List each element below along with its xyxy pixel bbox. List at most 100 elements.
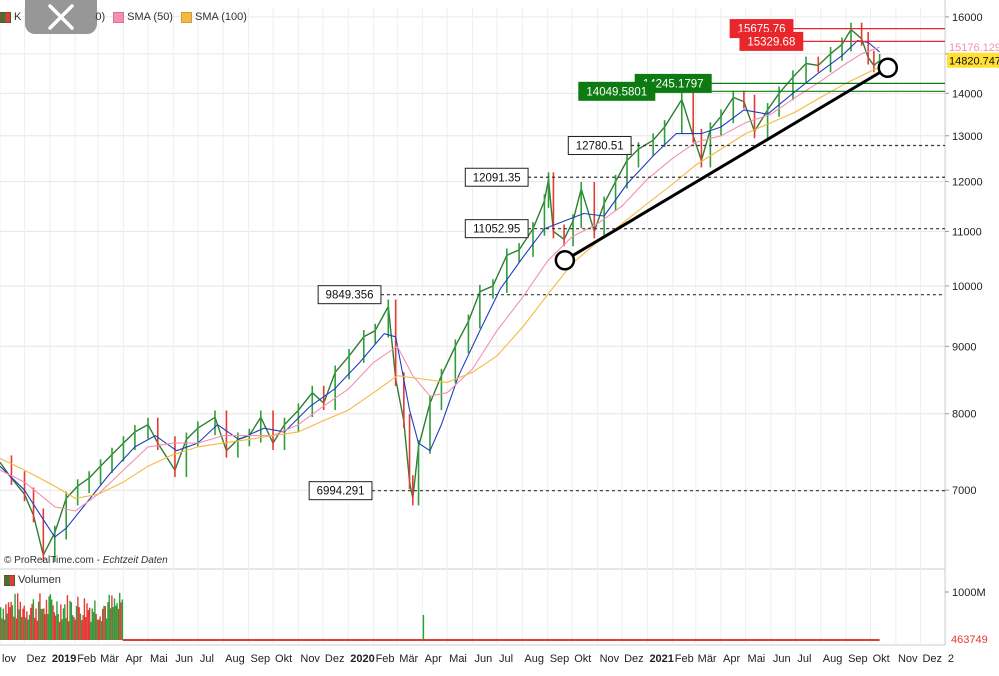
- volume-bar: [15, 618, 18, 640]
- level-label-box: [578, 81, 656, 101]
- volume-bar: [19, 601, 22, 640]
- volume-bar: [120, 602, 122, 640]
- copyright-text: © ProRealTime.com: [4, 555, 94, 566]
- volume-bar: [96, 619, 99, 640]
- series-line-sma_fast: [0, 40, 880, 538]
- volume-bar: [92, 611, 95, 640]
- close-overlay-button[interactable]: [25, 0, 97, 34]
- volume-bar: [73, 616, 75, 640]
- copyright-note: © ProRealTime.com - Echtzeit Daten: [4, 555, 168, 566]
- volume-bar: [41, 608, 44, 640]
- volume-bar: [82, 615, 84, 640]
- x-tick-label: Feb: [376, 653, 395, 665]
- level-label: 12091.35: [473, 172, 521, 184]
- x-tick-label: Mär: [100, 653, 119, 665]
- x-tick-label: Okt: [873, 653, 890, 665]
- axis-value-box: [947, 52, 999, 68]
- volume-bar: [14, 593, 16, 640]
- x-tick-label: Jul: [200, 653, 214, 665]
- legend-sma50-swatch: [113, 11, 125, 23]
- y-tick-label: 7000: [952, 485, 976, 497]
- x-tick-label: Mär: [698, 653, 717, 665]
- legend-sma100: SMA (100): [180, 11, 247, 23]
- volume-spike: [422, 615, 425, 640]
- x-tick-label: Feb: [77, 653, 96, 665]
- level-label-box: [308, 481, 373, 501]
- x-tick-label: Nov: [600, 653, 620, 665]
- volume-bar: [23, 605, 25, 640]
- trendline: [564, 66, 889, 262]
- volume-bar: [75, 605, 78, 640]
- volume-bar: [68, 621, 70, 640]
- y-tick-label: 13000: [952, 131, 983, 143]
- legend-price-swatch: [0, 11, 11, 23]
- volume-bar: [104, 606, 107, 640]
- volume-bar: [7, 602, 10, 640]
- volume-bar: [119, 592, 121, 640]
- volume-bar: [90, 621, 92, 640]
- x-tick-label: Aug: [225, 653, 245, 665]
- volume-bar: [36, 620, 39, 640]
- volume-bar: [66, 595, 69, 640]
- volume-bar: [111, 595, 113, 640]
- volume-bar: [44, 614, 46, 640]
- volume-bar: [9, 607, 11, 640]
- legend-sma50: SMA (50): [113, 11, 173, 23]
- volume-bar: [116, 602, 118, 640]
- level-label: 14245.1797: [643, 78, 704, 90]
- volume-bar: [86, 603, 88, 640]
- volume-bar: [56, 601, 58, 640]
- volume-bar: [91, 608, 93, 640]
- level-label: 15329.68: [747, 36, 795, 48]
- trendline-end-handle: [877, 57, 899, 78]
- level-label-box: [567, 136, 632, 156]
- volume-bar: [100, 621, 103, 640]
- volume-bar: [53, 612, 56, 640]
- volume-bar: [77, 596, 79, 640]
- volume-bar: [103, 605, 105, 640]
- x-tick-label: Nov: [898, 653, 918, 665]
- close-icon: [48, 4, 74, 30]
- volume-bar: [43, 608, 45, 640]
- volume-bar: [94, 600, 96, 640]
- volume-bar: [22, 608, 24, 640]
- volume-bar: [3, 619, 6, 640]
- volume-bar: [34, 617, 36, 640]
- volume-bar: [28, 614, 31, 640]
- volume-bar: [85, 617, 87, 640]
- volume-bar: [58, 621, 61, 640]
- volume-bar: [60, 604, 62, 640]
- legend-price: K: [0, 11, 21, 23]
- volume-bar: [121, 599, 124, 640]
- volume-bar: [17, 593, 19, 640]
- volume-bar: [108, 594, 110, 640]
- x-tick-label: Mai: [150, 653, 168, 665]
- volume-bar: [79, 613, 82, 640]
- level-label: 14049.5801: [586, 86, 647, 98]
- y-tick-label: 16000: [952, 12, 983, 24]
- level-label-box: [739, 31, 804, 51]
- x-tick-label: 2: [948, 653, 954, 665]
- x-tick-label: Aug: [823, 653, 843, 665]
- volume-bar: [87, 609, 90, 640]
- y-tick-label: 10000: [952, 281, 983, 293]
- volume-bar: [115, 605, 117, 640]
- legend-price-label: K: [14, 11, 22, 23]
- volume-bar: [39, 593, 41, 640]
- legend-sma50-label: SMA (50): [127, 11, 173, 23]
- volume-bar: [40, 608, 42, 640]
- level-label-box: [464, 167, 529, 187]
- volume-bar: [99, 616, 101, 640]
- x-tick-label: lov: [2, 653, 17, 665]
- series-line-sma100: [0, 66, 880, 499]
- x-tick-label: Dez: [27, 653, 47, 665]
- volume-bar: [45, 599, 48, 640]
- x-tick-label: Sep: [848, 653, 868, 665]
- x-tick-label: Dez: [325, 653, 345, 665]
- volume-bar: [102, 608, 104, 640]
- level-label-box: [464, 219, 529, 239]
- volume-bar: [70, 602, 73, 640]
- level-label: 11052.95: [473, 224, 520, 236]
